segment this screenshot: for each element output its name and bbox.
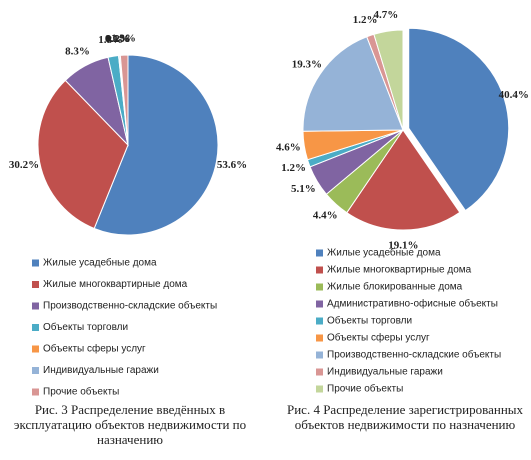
slice-label: 30.2% bbox=[9, 159, 39, 171]
slice-label: 4.7% bbox=[374, 9, 399, 21]
legend-label: Жилые многоквартирные дома bbox=[43, 279, 188, 290]
slice-label: 1.2% bbox=[281, 162, 306, 174]
caption: Рис. 3 Распределение введённых в bbox=[35, 402, 225, 417]
legend-label: Административно-офисные объекты bbox=[327, 298, 498, 310]
legend-swatch bbox=[32, 302, 39, 310]
caption: назначению bbox=[97, 432, 163, 447]
legend-label: Жилые блокированные дома bbox=[327, 281, 463, 293]
legend-label: Индивидуальные гаражи bbox=[327, 367, 443, 378]
legend-swatch bbox=[32, 367, 39, 374]
slice-label: 1.3% bbox=[111, 33, 136, 45]
slice-label: 53.6% bbox=[217, 159, 247, 171]
pie-slice bbox=[346, 129, 461, 231]
legend-label: Объекты торговли bbox=[43, 321, 128, 333]
legend-label: Объекты сферы услуг bbox=[327, 332, 430, 344]
legend-label: Прочие объекты bbox=[327, 383, 403, 395]
pie-slice bbox=[93, 54, 219, 236]
pie-slice bbox=[302, 36, 404, 132]
legend-swatch bbox=[32, 345, 39, 353]
caption: объектов недвижимости по назначению bbox=[295, 417, 516, 432]
pie-slice bbox=[37, 79, 129, 230]
legend-label: Производственно-складские объекты bbox=[43, 300, 217, 312]
legend-label: Прочие объекты bbox=[43, 386, 119, 398]
pie-slice bbox=[119, 54, 129, 146]
caption: Рис. 4 Распределение зарегистрированных bbox=[287, 402, 524, 417]
legend-swatch bbox=[316, 300, 323, 308]
legend-swatch bbox=[316, 385, 323, 393]
caption: эксплуатацию объектов недвижимости по bbox=[14, 417, 246, 432]
slice-label: 19.1% bbox=[388, 240, 418, 252]
legend-swatch bbox=[316, 317, 323, 325]
slice-label: 4.6% bbox=[276, 142, 301, 154]
legend-label: Жилые многоквартирные дома bbox=[327, 265, 472, 276]
legend-label: Жилые усадебные дома bbox=[43, 257, 157, 269]
legend-swatch bbox=[32, 259, 39, 267]
slice-label: 40.4% bbox=[499, 89, 529, 101]
legend-swatch bbox=[316, 283, 323, 291]
legend-swatch bbox=[316, 266, 323, 274]
legend-swatch bbox=[32, 324, 39, 331]
slice-label: 0.1% bbox=[105, 33, 130, 45]
slice-label: 0.2% bbox=[106, 33, 131, 45]
legend-swatch bbox=[316, 368, 323, 376]
slice-label: 4.4% bbox=[313, 210, 338, 222]
pie-slice bbox=[373, 29, 404, 131]
legend-label: Индивидуальные гаражи bbox=[43, 365, 159, 376]
legend-swatch bbox=[316, 351, 323, 359]
legend-label: Объекты сферы услуг bbox=[43, 343, 146, 355]
pie-slice bbox=[408, 27, 510, 212]
legend-label: Жилые усадебные дома bbox=[327, 247, 441, 259]
slice-label: 8.3% bbox=[65, 45, 90, 57]
legend-label: Производственно-складские объекты bbox=[327, 349, 501, 361]
legend-swatch bbox=[32, 281, 39, 288]
legend-swatch bbox=[32, 388, 39, 396]
legend-swatch bbox=[316, 334, 323, 342]
slice-label: 19.3% bbox=[292, 59, 322, 71]
slice-label: 5.1% bbox=[291, 183, 316, 195]
slice-label: 1.8% bbox=[98, 34, 123, 46]
slice-label: 1.2% bbox=[353, 14, 378, 26]
legend-label: Объекты торговли bbox=[327, 315, 412, 327]
legend-swatch bbox=[316, 249, 323, 257]
